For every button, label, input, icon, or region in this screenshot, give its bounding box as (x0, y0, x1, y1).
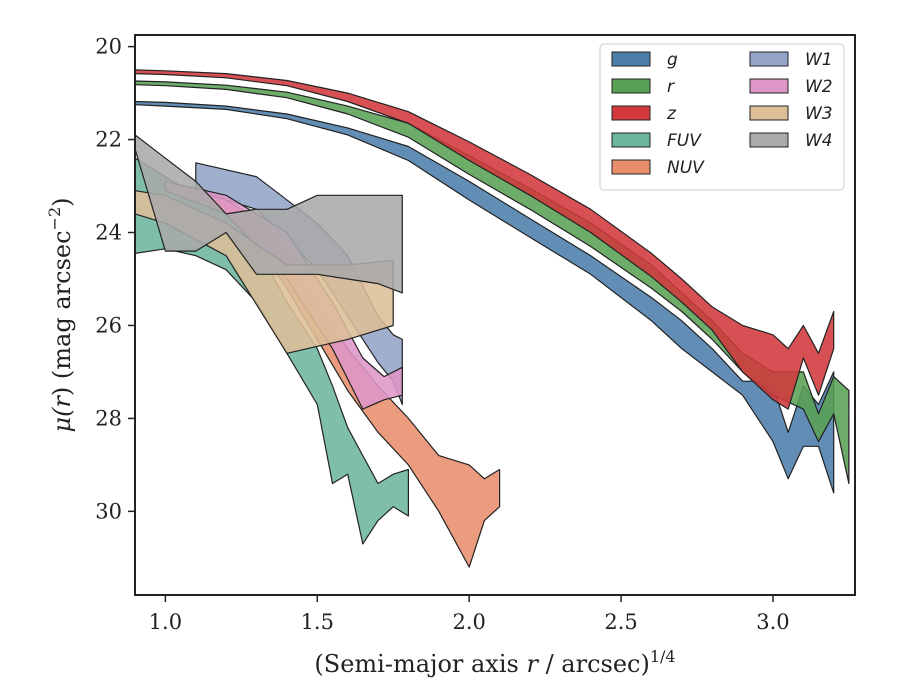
legend-swatch-w3 (749, 105, 789, 121)
legend-label-w1: W1 (805, 50, 833, 70)
y-axis-label: μ(r) (mag arcsec−2) (45, 197, 76, 432)
series-band-w4 (135, 134, 403, 294)
legend-label-z: z (666, 104, 677, 124)
x-tick-label: 3.0 (756, 610, 789, 634)
legend-swatch-z (611, 105, 651, 121)
legend-label-w4: W4 (805, 131, 833, 151)
x-tick-label: 1.5 (301, 610, 334, 634)
legend-swatch-w1 (749, 51, 789, 67)
plot-frame (134, 34, 856, 596)
series-band-z (135, 69, 835, 410)
legend-swatch-r (611, 78, 651, 94)
legend-label-r: r (667, 77, 675, 97)
legend-swatch-w4 (749, 132, 789, 148)
y-tick-label: 22 (95, 128, 122, 152)
legend: grz FUV NUV W1 W2 W3 W4 (599, 43, 845, 191)
legend-label-fuv: FUV (667, 131, 702, 151)
legend-entries: grz FUV NUV W1 W2 W3 W4 (611, 50, 833, 178)
y-tick-label: 28 (95, 406, 122, 430)
legend-swatch-g (611, 51, 651, 67)
y-tick-label: 24 (95, 221, 122, 245)
legend-swatch-w2 (749, 78, 789, 94)
x-tick-label: 2.5 (604, 610, 637, 634)
series-layer (135, 69, 850, 568)
y-tick-label: 20 (95, 35, 122, 59)
y-tick-label: 26 (95, 313, 122, 337)
legend-label-g: g (667, 50, 678, 70)
legend-label-w3: W3 (805, 104, 833, 124)
y-tick-label: 30 (95, 499, 122, 523)
series-band-g (135, 100, 835, 494)
x-axis-label: (Semi-major axis r / arcsec)1/4 (314, 647, 675, 678)
legend-swatch-fuv (611, 132, 651, 148)
legend-label-w2: W2 (805, 77, 833, 97)
x-axis-ticks: 1.0 1.5 2.0 2.5 3.0 (149, 595, 790, 634)
x-tick-label: 1.0 (149, 610, 182, 634)
y-axis-ticks: 20 22 24 26 28 30 (95, 35, 135, 523)
x-tick-label: 2.0 (452, 610, 485, 634)
legend-swatch-nuv (611, 159, 651, 175)
legend-label-nuv: NUV (667, 158, 705, 178)
